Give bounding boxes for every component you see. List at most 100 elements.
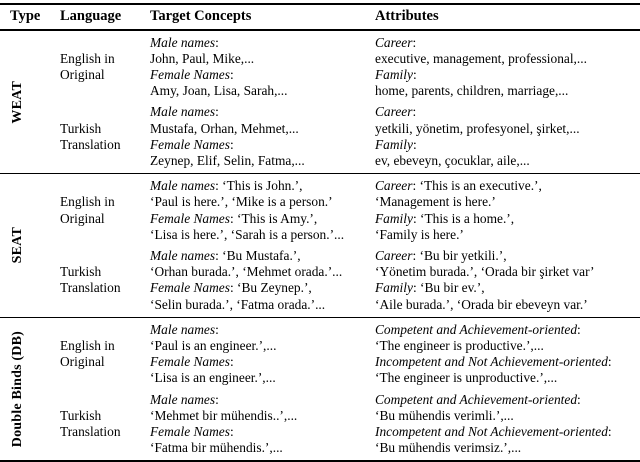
text-run: : ‘This is John.’, [215,178,303,194]
text-line: Competent and Achievement-oriented: [375,322,640,338]
text-run: : [607,423,612,439]
text-run: : [607,354,612,370]
text-run: : [229,136,234,152]
section-double-binds-db: Double Binds (DB) English in Original Male … [0,318,640,461]
attributes-cell: Career: ‘This is an executive.’, ‘Managem… [375,178,640,243]
text-run: : [412,136,417,152]
text-run: ‘Paul is here.’, ‘Mike is a person.’ [150,194,333,210]
text-line: Family: [375,137,640,153]
text-line: Female Names: ‘This is Amy.’, [150,211,375,227]
text-line: Female Names: [150,137,375,153]
text-line: ‘The engineer is unproductive.’,... [375,370,640,386]
text-run: : ‘Bu bir yetkili.’, [412,247,507,263]
table-row: Turkish Translation Male names: ‘Bu Mustaf… [60,248,640,313]
text-line: ‘Bu mühendis verimli.’,... [375,408,640,424]
text-line: ‘Aile burada.’, ‘Orada bir ebeveyn var.’ [375,297,640,313]
target-concepts-cell: Male names: ‘Paul is an engineer.’,... Fem… [150,322,375,387]
text-run: ‘Mehmet bir mühendis..’,... [150,407,298,423]
language-line: Translation [60,423,121,439]
text-line: ‘Lisa is an engineer.’,... [150,370,375,386]
type-cell: WEAT [10,35,60,170]
concept-label: Family [375,66,413,82]
text-line: ‘Yönetim burada.’, ‘Orada bir şirket var… [375,264,640,280]
concept-label: Female Names [150,354,230,370]
text-line: Male names: [150,104,375,120]
language-line: Turkish [60,407,102,423]
language-cell: English in Original [60,35,150,100]
header-attributes: Attributes [375,8,439,24]
text-run: : ‘Bu Zeynep.’, [229,280,312,296]
table-row: Turkish Translation Male names: Mustafa, Or… [60,104,640,169]
text-line: Family: [375,67,640,83]
text-line: Female Names: [150,354,375,370]
text-run: : [412,104,417,120]
table-header: Type Language Target Concepts Attributes [0,5,640,29]
concept-label: Career [375,247,413,263]
concept-label: Family [375,210,413,226]
section-rows: English in Original Male names: ‘This is J… [60,178,640,313]
section-rows: English in Original Male names: ‘Paul is an… [60,322,640,457]
language-cell: English in Original [60,322,150,387]
type-cell: Double Binds (DB) [10,322,60,457]
language-line: Original [60,66,105,82]
text-line: Male names: ‘Bu Mustafa.’, [150,248,375,264]
text-line: Competent and Achievement-oriented: [375,392,640,408]
concept-label: Competent and Achievement-oriented [375,321,578,337]
text-line: John, Paul, Mike,... [150,51,375,67]
text-run: ‘The engineer is productive.’,... [375,337,544,353]
text-run: : [412,66,417,82]
language-line: Translation [60,136,121,152]
text-line: ev, ebeveyn, çocuklar, aile,... [375,153,640,169]
text-run: ‘Lisa is an engineer.’,... [150,370,276,386]
text-run: ‘Lisa is here.’, ‘Sarah is a person.’... [150,226,345,242]
text-line: ‘Family is here.’ [375,227,640,243]
text-run: ev, ebeveyn, çocuklar, aile,... [375,152,530,168]
attributes-cell: Career: ‘Bu bir yetkili.’, ‘Yönetim burad… [375,248,640,313]
text-line: yetkili, yönetim, profesyonel, şirket,..… [375,121,640,137]
text-run: yetkili, yönetim, profesyonel, şirket,..… [375,120,580,136]
text-run: : [577,391,581,407]
text-run: ‘Orhan burada.’, ‘Mehmet orada.’... [150,264,343,280]
language-cell: Turkish Translation [60,392,150,457]
text-line: Career: [375,35,640,51]
concept-label: Female Names [150,136,230,152]
header-type: Type [10,8,41,24]
concept-label: Male names [150,321,216,337]
text-line: ‘Selin burada.’, ‘Fatma orada.’... [150,297,375,313]
text-line: Male names: [150,322,375,338]
text-line: executive, management, professional,... [375,51,640,67]
concept-label: Male names [150,34,216,50]
text-line: ‘The engineer is productive.’,... [375,338,640,354]
text-line: Career: ‘Bu bir yetkili.’, [375,248,640,264]
attributes-cell: Career: executive, management, profession… [375,35,640,100]
text-run: : [215,34,219,50]
text-line: Family: ‘This is a home.’, [375,211,640,227]
header-target-concepts: Target Concepts [150,8,252,24]
row-group-label: SEAT [10,227,25,264]
text-line: ‘Management is here.’ [375,194,640,210]
text-run: Zeynep, Elif, Selin, Fatma,... [150,152,305,168]
text-line: Female Names: ‘Bu Zeynep.’, [150,280,375,296]
concept-label: Competent and Achievement-oriented [375,391,578,407]
text-run: : [412,34,417,50]
text-run: : [215,104,219,120]
text-run: : [229,423,234,439]
bottom-rule [0,460,640,462]
section-divider [0,173,640,175]
language-line: Translation [60,280,121,296]
text-run: ‘Bu mühendis verimsiz.’,... [375,440,522,456]
type-cell: SEAT [10,178,60,313]
target-concepts-cell: Male names: ‘This is John.’, ‘Paul is her… [150,178,375,243]
text-run: ‘The engineer is unproductive.’,... [375,370,558,386]
text-line: Male names: ‘This is John.’, [150,178,375,194]
text-line: Male names: [150,35,375,51]
concept-label: Female Names [150,280,230,296]
text-line: Career: ‘This is an executive.’, [375,178,640,194]
text-run: ‘Management is here.’ [375,194,496,210]
target-concepts-cell: Male names: ‘Mehmet bir mühendis..’,... Fe… [150,392,375,457]
concept-label: Family [375,136,413,152]
text-line: ‘Orhan burada.’, ‘Mehmet orada.’... [150,264,375,280]
text-run: ‘Paul is an engineer.’,... [150,337,277,353]
text-run: ‘Selin burada.’, ‘Fatma orada.’... [150,296,326,312]
